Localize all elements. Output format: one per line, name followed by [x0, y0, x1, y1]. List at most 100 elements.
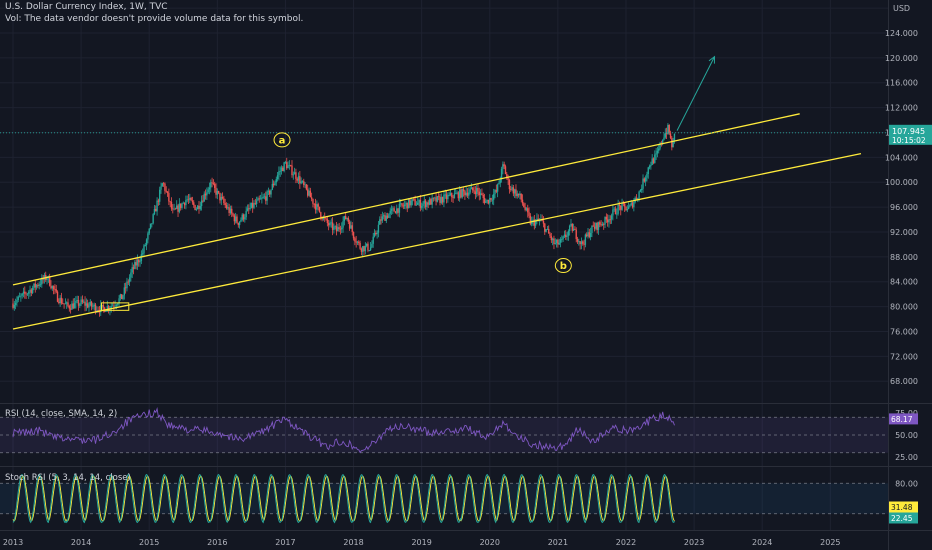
candle-body [117, 303, 119, 305]
candle-body [62, 303, 64, 305]
candle-body [220, 196, 222, 201]
candle [525, 207, 528, 212]
candle [561, 235, 563, 243]
candle-body [196, 205, 199, 210]
candle [405, 200, 407, 210]
candle [124, 282, 127, 294]
candle-body [434, 197, 436, 199]
candle [68, 304, 71, 312]
candle-body [29, 289, 31, 292]
candle-body [386, 215, 389, 218]
candle [59, 295, 61, 307]
candle-body [344, 216, 347, 220]
candle-body [41, 277, 43, 285]
time-tick-2015: 2015 [139, 538, 159, 547]
candle [227, 202, 229, 210]
candle-body [86, 303, 89, 308]
candle [151, 223, 153, 228]
candle-body [500, 168, 503, 180]
candle-body [606, 219, 609, 223]
candle [554, 238, 556, 245]
candle-body [337, 227, 339, 232]
candle [379, 216, 381, 225]
candle-body [411, 199, 414, 201]
candle-body [453, 193, 456, 199]
price-tick-72.000: 72.000 [890, 352, 918, 361]
candle-body [124, 287, 127, 289]
candle-body [63, 303, 65, 305]
stoch-d-badge [889, 512, 918, 524]
candle [119, 293, 122, 301]
candle-body [343, 216, 346, 222]
candle-body [182, 202, 184, 204]
candle [507, 174, 509, 185]
candle [75, 296, 77, 309]
candle [272, 180, 275, 188]
candle [296, 177, 298, 183]
candle [549, 232, 551, 238]
candle [470, 183, 473, 190]
candle-body [102, 304, 105, 308]
candle [578, 238, 580, 246]
candle-body [371, 243, 373, 248]
candle [457, 191, 460, 201]
candle [12, 298, 14, 310]
candle-body [460, 189, 462, 198]
candle-body [570, 223, 572, 226]
volume-note: Vol: The data vendor doesn't provide vol… [5, 14, 304, 24]
candle [643, 177, 646, 183]
candle [587, 227, 589, 239]
candle [410, 197, 412, 208]
price-tick-76.000: 76.000 [890, 327, 918, 336]
candle [455, 188, 457, 195]
candle [371, 240, 373, 249]
candle-body [318, 206, 321, 213]
candle [309, 187, 312, 198]
candle [93, 302, 95, 311]
candle [215, 183, 217, 199]
candle [60, 292, 63, 305]
candle [176, 200, 178, 210]
candle-body [655, 153, 657, 155]
candle [536, 213, 538, 225]
candle-body [165, 190, 167, 192]
candle [622, 200, 625, 207]
candle [181, 202, 183, 210]
candle-body [631, 202, 634, 208]
candle-body [576, 239, 579, 242]
candle [327, 219, 330, 231]
candle-body [557, 239, 559, 245]
candle [664, 128, 666, 139]
time-tick-2013: 2013 [3, 538, 23, 547]
candle-body [157, 200, 160, 202]
candle [170, 197, 173, 211]
candle-body [58, 301, 60, 304]
candle-body [397, 208, 399, 213]
candle [445, 190, 448, 204]
candle [452, 195, 454, 204]
candle [661, 139, 664, 146]
candle-body [13, 304, 16, 308]
candle-body [502, 164, 504, 169]
candle-body [444, 194, 446, 196]
candle-body [511, 187, 513, 190]
candle-body [331, 222, 334, 230]
candle-body [481, 193, 483, 195]
wave-label-circle [273, 132, 291, 148]
candle [312, 198, 314, 208]
candle-body [198, 205, 200, 209]
price-tick-120.000: 120.000 [885, 54, 918, 63]
candle-body [287, 165, 289, 169]
candle [179, 203, 182, 211]
candle [84, 296, 86, 312]
candle [432, 197, 435, 202]
candle [566, 232, 568, 241]
candle-body [625, 206, 627, 211]
candle-body [292, 174, 294, 176]
candle-body [669, 133, 672, 138]
candle-body [358, 241, 360, 243]
candle [83, 299, 85, 304]
candle [398, 198, 401, 218]
